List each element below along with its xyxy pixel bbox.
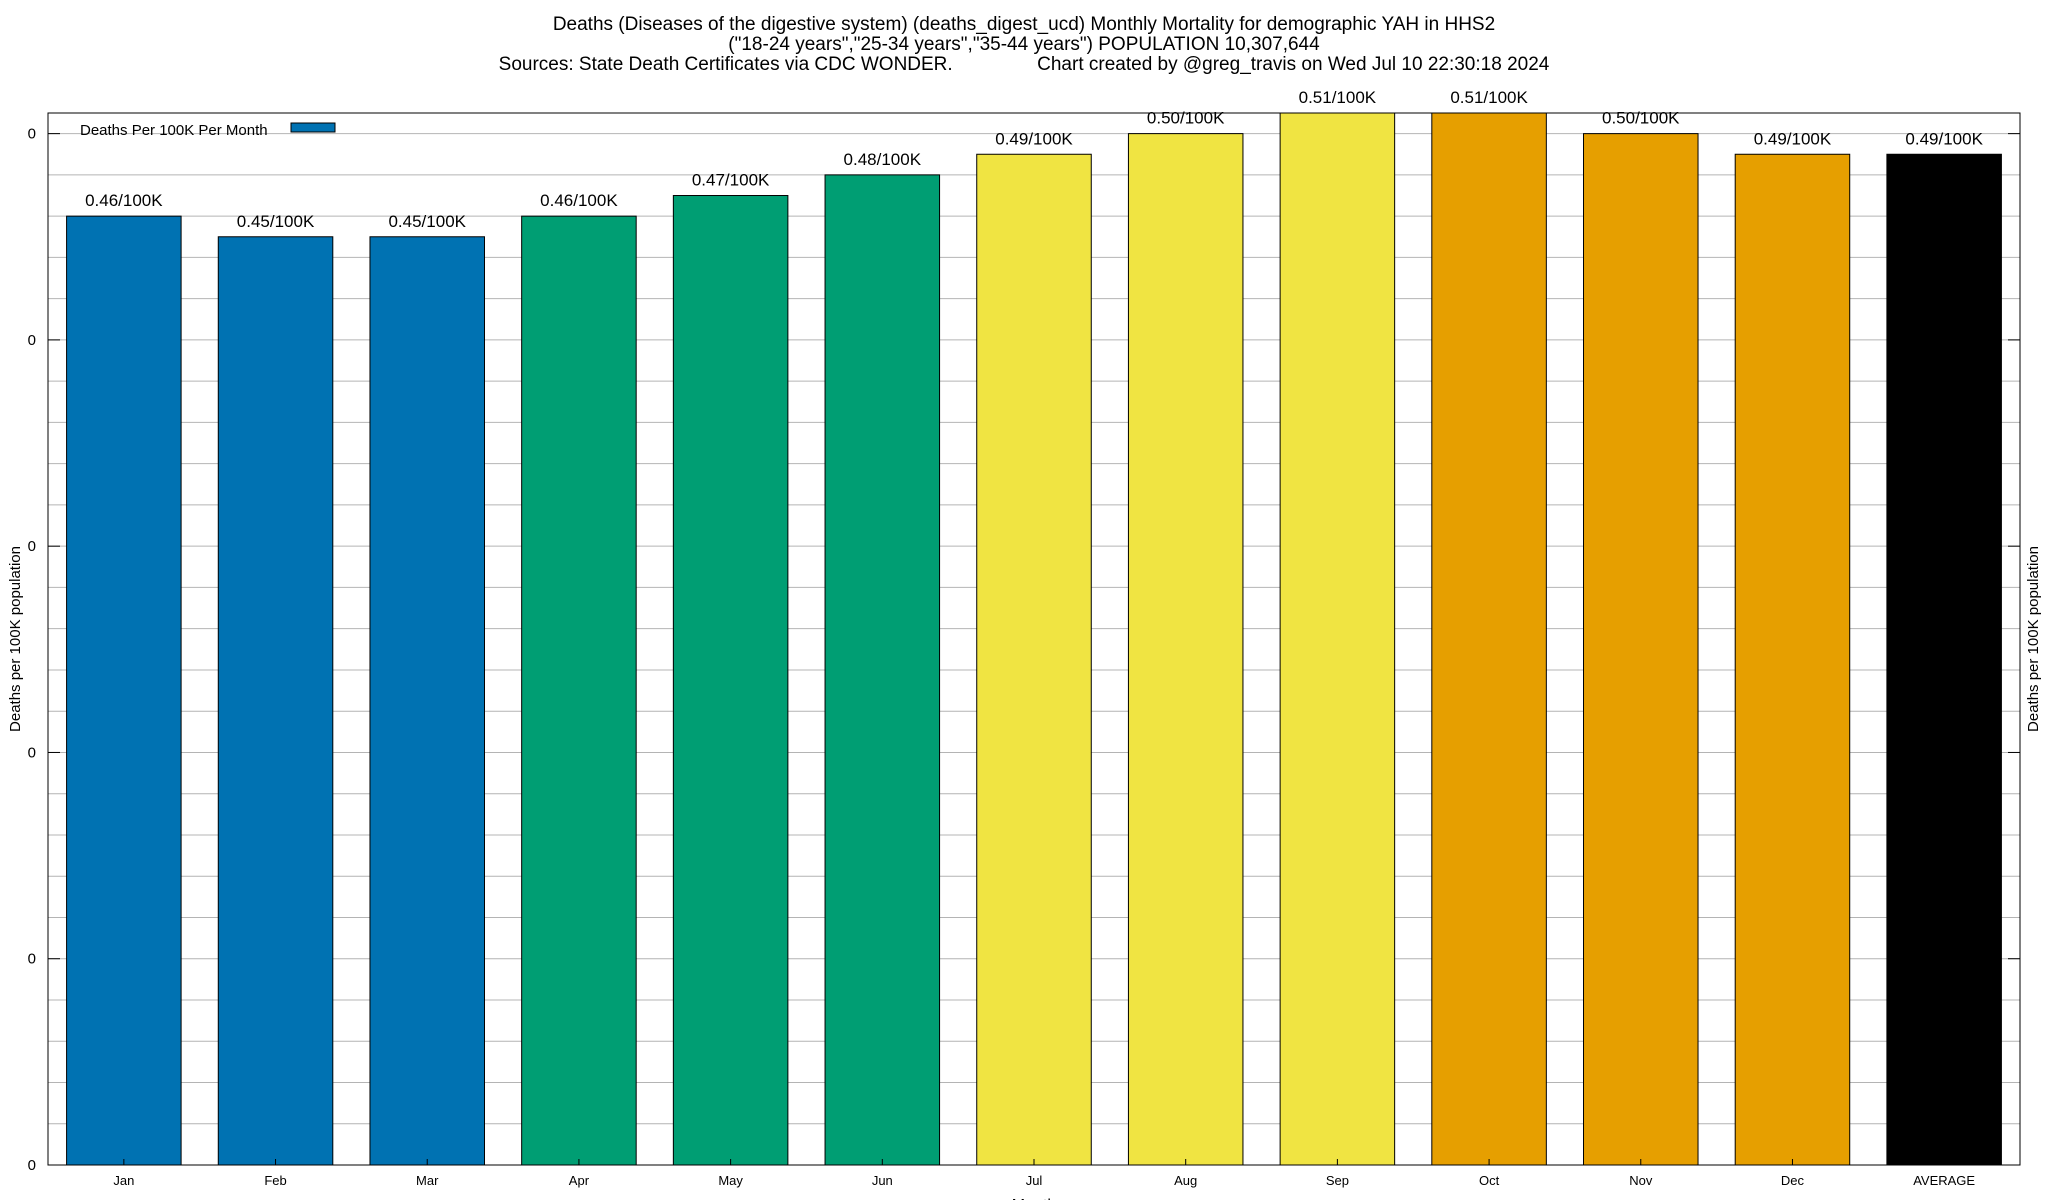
x-tick-label: Jun bbox=[872, 1173, 893, 1188]
bar-value-label: 0.46/100K bbox=[85, 191, 163, 210]
bar bbox=[1431, 112, 1547, 1166]
legend-label: Deaths Per 100K Per Month bbox=[80, 122, 268, 139]
x-axis-label: Month bbox=[1012, 1197, 1056, 1200]
x-tick-label: Sep bbox=[1326, 1173, 1349, 1188]
x-tick-label: May bbox=[718, 1173, 743, 1188]
y-tick-label: 0 bbox=[28, 951, 36, 968]
bar-value-label: 0.46/100K bbox=[540, 191, 618, 210]
bar-value-label: 0.47/100K bbox=[692, 171, 770, 190]
bar-value-label: 0.51/100K bbox=[1450, 88, 1528, 107]
bar-value-label: 0.49/100K bbox=[995, 129, 1073, 148]
chart-subtitle: ("18-24 years","25-34 years","35-44 year… bbox=[728, 34, 1320, 55]
bar bbox=[824, 174, 941, 1166]
chart-sources: Sources: State Death Certificates via CD… bbox=[498, 54, 1550, 75]
bar bbox=[1279, 112, 1396, 1166]
bar bbox=[217, 236, 334, 1166]
bar-value-label: 0.50/100K bbox=[1147, 109, 1225, 128]
y-tick-label: 0 bbox=[28, 332, 36, 349]
bar bbox=[66, 215, 182, 1166]
bar bbox=[521, 215, 637, 1166]
x-tick-label: Oct bbox=[1479, 1173, 1500, 1188]
plot-frame bbox=[47, 112, 2021, 1166]
x-tick-label: Apr bbox=[569, 1173, 590, 1188]
x-tick-label: Nov bbox=[1629, 1173, 1653, 1188]
x-tick-label: Jan bbox=[113, 1173, 134, 1188]
x-tick-label: AVERAGE bbox=[1913, 1173, 1975, 1188]
bar bbox=[976, 153, 1092, 1166]
y-tick-label: 0 bbox=[28, 538, 36, 555]
bar-value-label: 0.45/100K bbox=[237, 212, 315, 231]
y-tick-label: 0 bbox=[28, 1157, 36, 1174]
y-axis-label: Deaths per 100K population bbox=[7, 546, 24, 732]
bar-value-label: 0.45/100K bbox=[388, 212, 466, 231]
legend-swatch bbox=[290, 122, 336, 133]
x-tick-label: Jul bbox=[1026, 1173, 1043, 1188]
bar-value-label: 0.50/100K bbox=[1602, 109, 1680, 128]
bar bbox=[672, 195, 789, 1166]
y-tick-label: 0 bbox=[28, 126, 36, 143]
bar bbox=[1127, 133, 1244, 1166]
y2-axis-label: Deaths per 100K population bbox=[2025, 546, 2042, 732]
y-tick-label: 0 bbox=[28, 744, 36, 761]
bar-value-label: 0.49/100K bbox=[1754, 129, 1832, 148]
bar bbox=[369, 236, 485, 1166]
x-tick-label: Feb bbox=[264, 1173, 286, 1188]
bar-value-label: 0.49/100K bbox=[1905, 129, 1983, 148]
chart-title: Deaths (Diseases of the digestive system… bbox=[552, 14, 1496, 35]
bar bbox=[1886, 153, 2002, 1166]
bar bbox=[1583, 133, 1699, 1166]
bar bbox=[1734, 153, 1851, 1166]
bar-value-label: 0.51/100K bbox=[1299, 88, 1377, 107]
x-tick-label: Mar bbox=[416, 1173, 439, 1188]
bar-value-label: 0.48/100K bbox=[844, 150, 922, 169]
x-tick-label: Aug bbox=[1174, 1173, 1197, 1188]
x-tick-label: Dec bbox=[1781, 1173, 1805, 1188]
